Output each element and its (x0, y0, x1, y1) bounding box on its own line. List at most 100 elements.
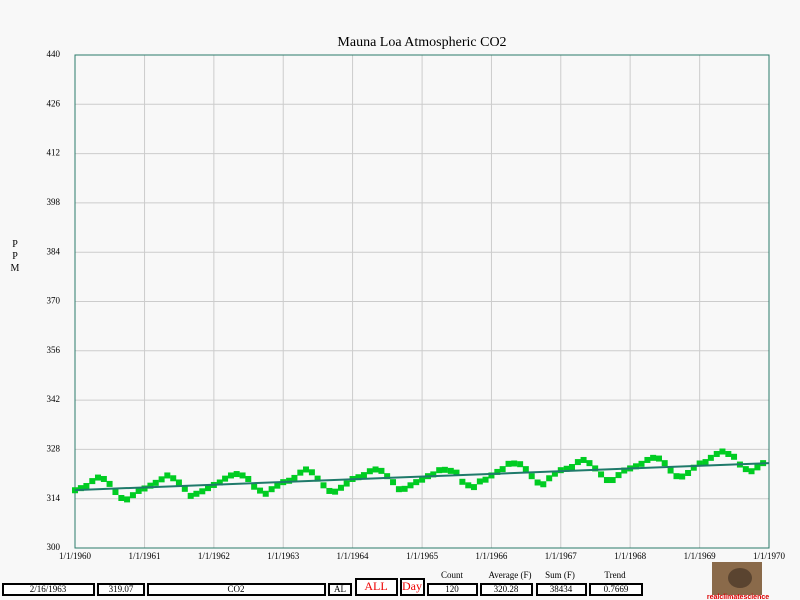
data-point (419, 476, 426, 483)
x-tick-label: 1/1/1970 (753, 551, 786, 561)
trend-field (589, 583, 643, 596)
series-text: CO2 (227, 584, 244, 594)
data-point (580, 456, 587, 463)
trend-value: 0.7669 (604, 584, 629, 594)
station-field[interactable] (328, 583, 352, 596)
data-point (650, 454, 657, 461)
data-point (141, 485, 148, 492)
data-point (286, 477, 293, 484)
data-point (303, 466, 310, 473)
y-tick-label: 356 (47, 345, 61, 355)
data-point (72, 487, 78, 494)
data-point (517, 461, 524, 468)
data-point (453, 469, 460, 476)
data-point (257, 487, 264, 494)
data-point (112, 489, 119, 496)
data-point (147, 482, 154, 489)
data-point (314, 475, 321, 482)
data-point (332, 488, 339, 495)
data-point (181, 485, 188, 492)
data-point (436, 467, 443, 474)
data-point (100, 475, 107, 482)
day-button[interactable] (400, 578, 425, 596)
data-point (83, 483, 90, 490)
data-point (384, 473, 391, 480)
average-field (480, 583, 533, 596)
all-button-text[interactable]: ALL (364, 579, 387, 593)
data-point (175, 479, 182, 486)
data-point (603, 477, 610, 484)
data-point (193, 490, 200, 497)
data-point (702, 459, 709, 466)
data-point (77, 485, 84, 492)
data-point (360, 472, 367, 479)
data-point (320, 482, 327, 489)
plot-area (74, 54, 770, 549)
x-tick-label: 1/1/1963 (267, 551, 300, 561)
data-point (511, 460, 518, 467)
all-button[interactable] (355, 578, 398, 596)
data-point (170, 475, 177, 482)
data-point (685, 469, 692, 476)
y-tick-label: 328 (47, 443, 61, 453)
data-point (540, 481, 547, 488)
series-field[interactable] (147, 583, 326, 596)
data-point (488, 472, 495, 479)
data-point (546, 475, 553, 482)
data-point (343, 480, 350, 487)
data-point (164, 472, 171, 479)
data-point (494, 468, 501, 475)
y-tick-label: 398 (47, 197, 61, 207)
data-point (707, 454, 714, 461)
sum-field (536, 583, 587, 596)
data-point (499, 466, 506, 473)
data-point (459, 478, 466, 485)
data-point (667, 467, 674, 474)
data-point (268, 486, 275, 493)
sum-label: Sum (F) (545, 570, 575, 580)
data-point (638, 460, 645, 467)
data-point (239, 472, 246, 479)
data-point (713, 450, 720, 457)
data-point (372, 466, 379, 473)
data-point (725, 450, 732, 457)
data-point (216, 479, 223, 486)
data-point (568, 464, 575, 471)
data-point (679, 473, 686, 480)
data-point (158, 476, 165, 483)
toolbar: 2/16/1963 319.07 CO2 AL ALL Day Count 12… (2, 562, 769, 600)
data-point (297, 469, 304, 476)
data-point (465, 482, 472, 489)
x-tick-label: 1/1/1964 (337, 551, 370, 561)
data-point (308, 469, 315, 476)
data-point (551, 470, 558, 477)
reading-text: 319.07 (109, 584, 134, 594)
data-point (401, 485, 408, 492)
data-point (366, 468, 373, 475)
x-tick-label: 1/1/1966 (475, 551, 508, 561)
x-tick-label: 1/1/1961 (129, 551, 161, 561)
y-tick-label: 426 (47, 98, 61, 108)
data-point (719, 448, 726, 455)
y-tick-label: 412 (47, 148, 61, 158)
data-point (731, 453, 738, 460)
count-label: Count (441, 570, 464, 580)
data-point (696, 460, 703, 467)
station-text: AL (334, 584, 346, 594)
data-point (470, 484, 477, 491)
data-point (598, 471, 605, 478)
data-point (413, 479, 420, 486)
data-point (395, 486, 402, 493)
data-point (227, 472, 234, 479)
day-button-text[interactable]: Day (402, 579, 422, 593)
data-point (534, 479, 541, 486)
data-point (274, 482, 281, 489)
x-tick-label: 1/1/1962 (198, 551, 230, 561)
logo-text: realclimatescience (707, 594, 769, 600)
x-tick-label: 1/1/1969 (684, 551, 717, 561)
data-point (748, 468, 755, 475)
data-point (742, 466, 749, 473)
data-point (482, 476, 489, 483)
count-value: 120 (445, 584, 459, 594)
